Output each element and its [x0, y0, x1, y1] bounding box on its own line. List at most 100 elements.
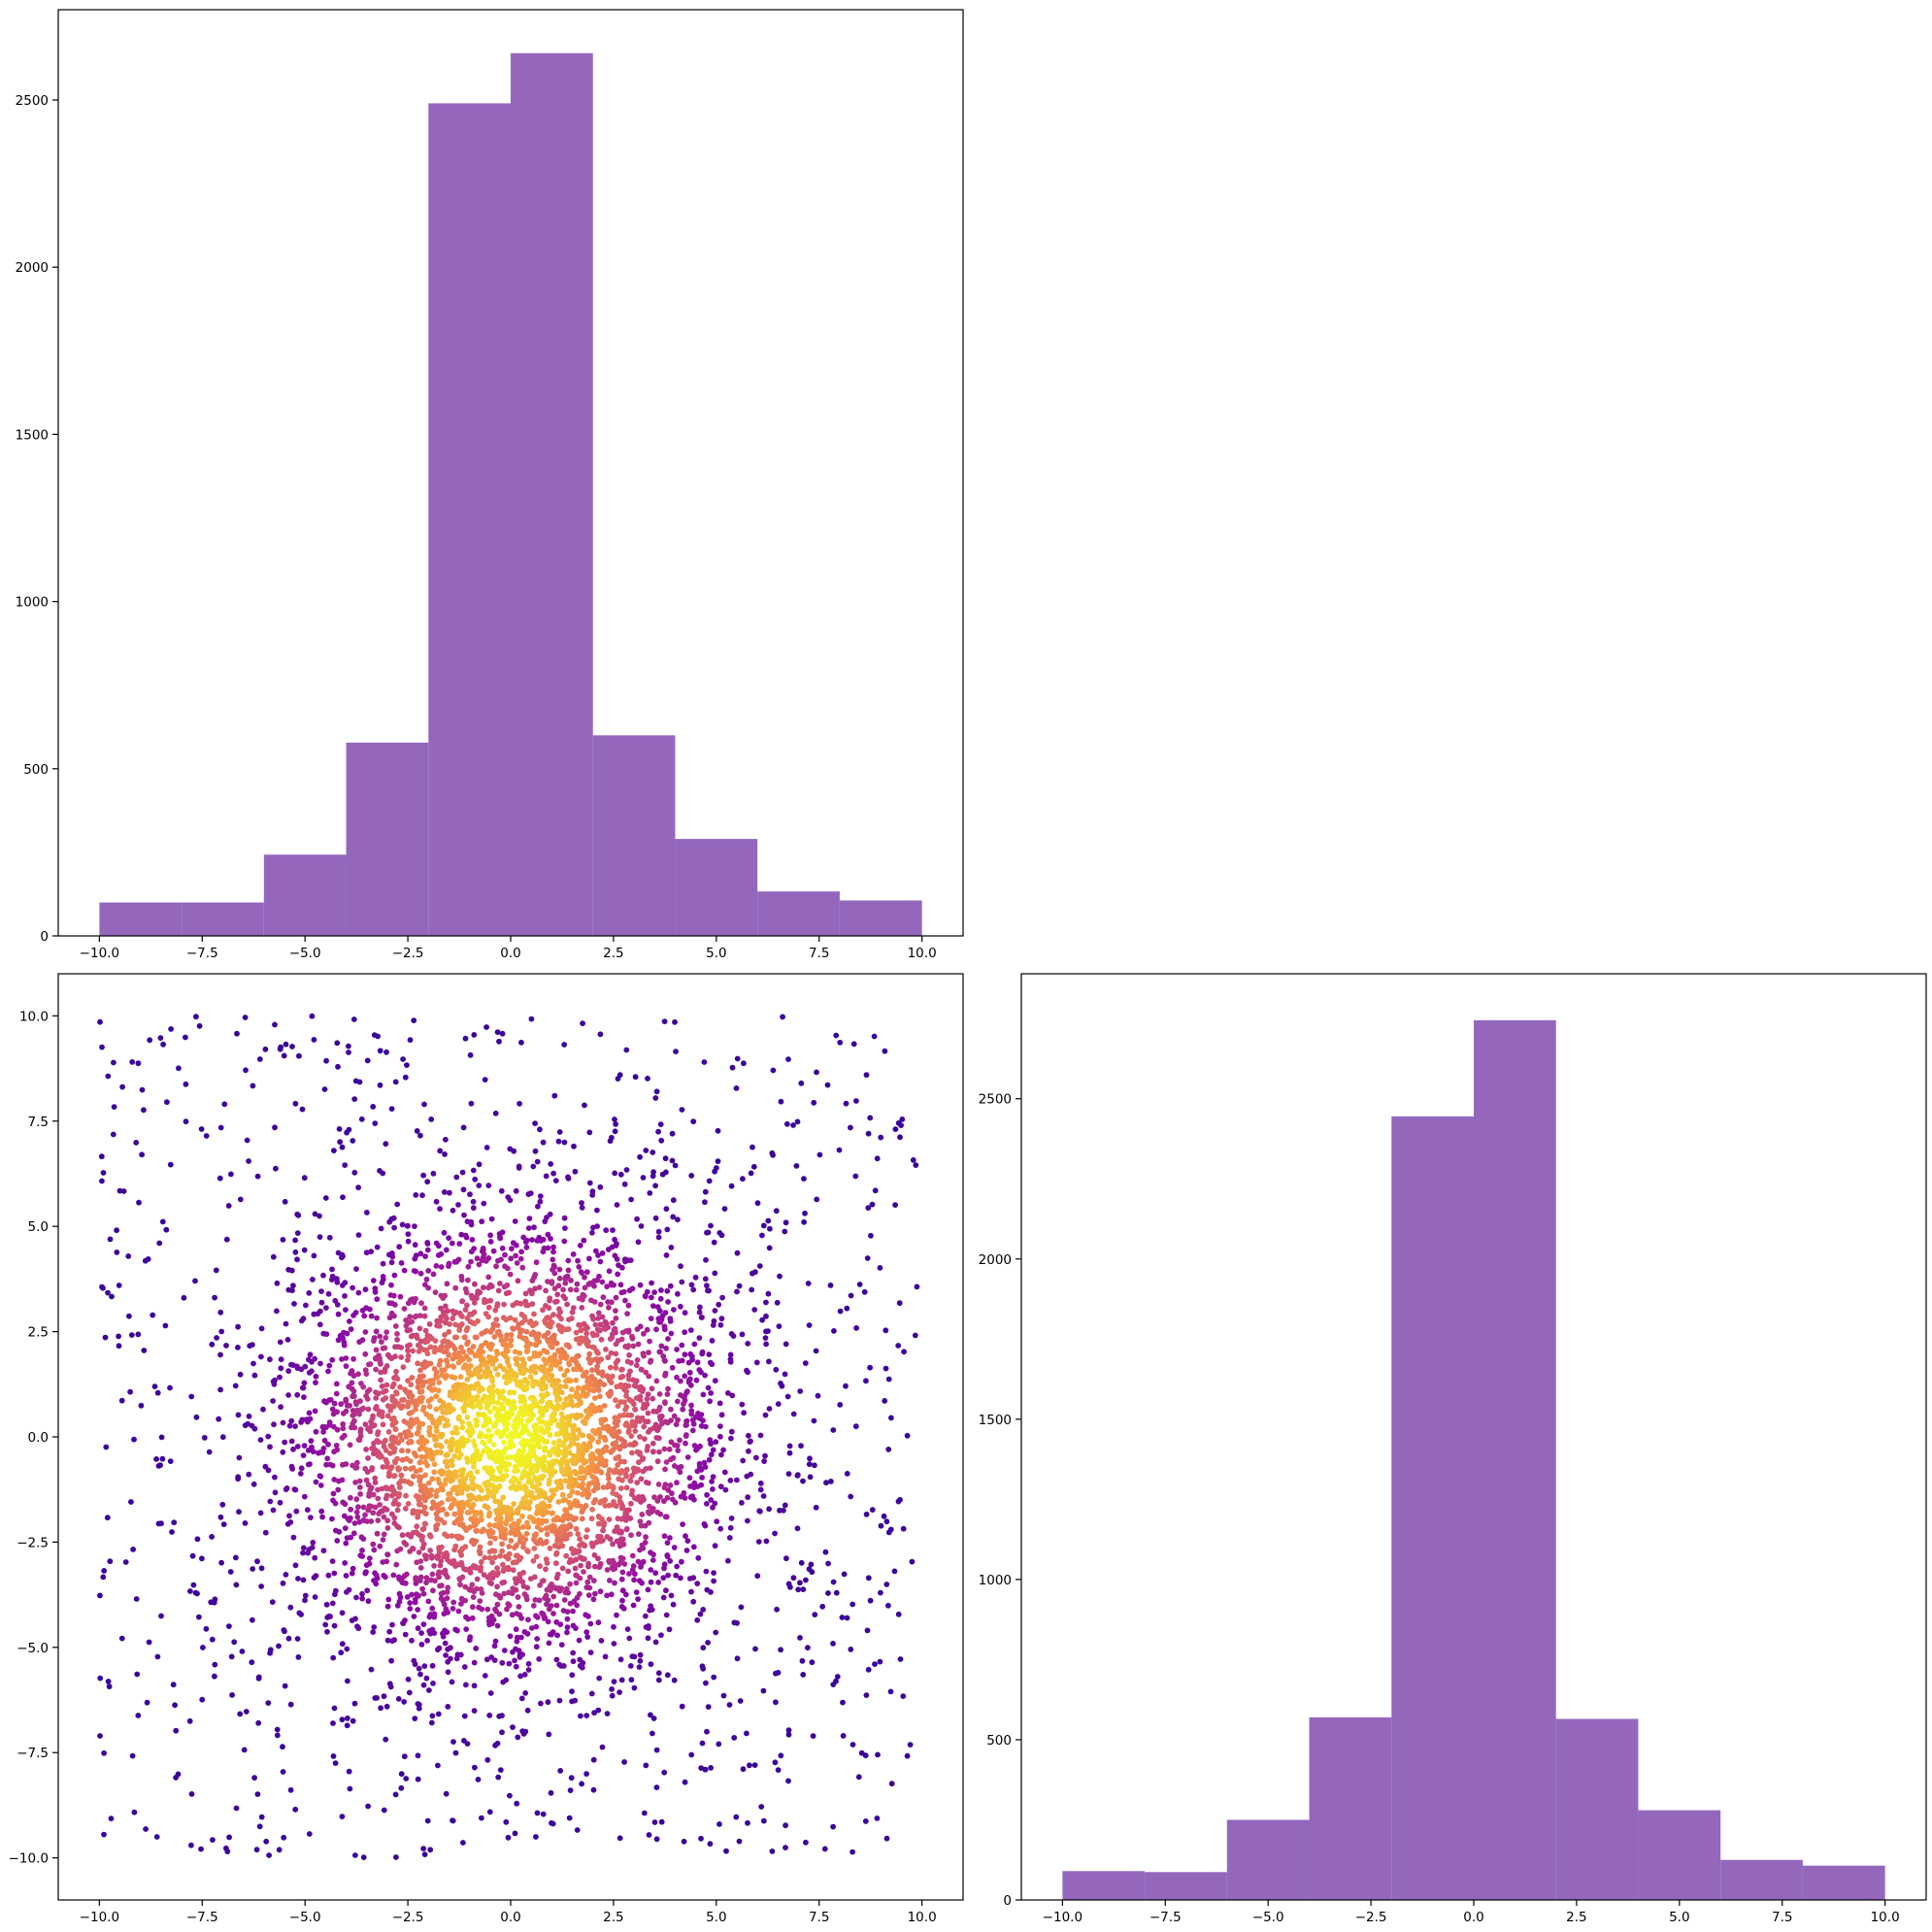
scatter-point [587, 1359, 593, 1366]
scatter-point [717, 1525, 724, 1532]
scatter-point [637, 1386, 644, 1393]
scatter-point [318, 1508, 325, 1515]
scatter-point [548, 1603, 554, 1609]
scatter-point [775, 1401, 782, 1407]
scatter-point [530, 1557, 537, 1564]
scatter-point [823, 1480, 829, 1486]
scatter-point [635, 1239, 642, 1246]
scatter-point [521, 1483, 528, 1489]
scatter-point [611, 1679, 617, 1684]
scatter-point [143, 1826, 150, 1832]
scatter-point [680, 1521, 685, 1527]
scatter-point [566, 1499, 573, 1506]
scatter-point [286, 1513, 292, 1519]
scatter-point [360, 1854, 367, 1860]
scatter-point [194, 1536, 201, 1543]
scatter-point [392, 1426, 399, 1433]
scatter-point [883, 1518, 890, 1525]
scatter-point [367, 1306, 373, 1313]
scatter-point [554, 1397, 560, 1403]
scatter-point [387, 1407, 394, 1414]
scatter-point [333, 1390, 340, 1397]
scatter-point [295, 1212, 302, 1218]
scatter-point [617, 1374, 624, 1381]
scatter-point [776, 1323, 783, 1329]
scatter-point [839, 1615, 846, 1620]
scatter-point [564, 1301, 570, 1308]
scatter-point [435, 1252, 442, 1258]
scatter-point [841, 1571, 848, 1578]
scatter-point [569, 1488, 576, 1495]
scatter-point [531, 1546, 538, 1551]
scatter-point [517, 1329, 523, 1336]
scatter-point [363, 1477, 370, 1483]
scatter-point [528, 1016, 535, 1022]
scatter-point [392, 1079, 399, 1085]
scatter-point [830, 1682, 837, 1687]
scatter-point [627, 1477, 634, 1483]
scatter-point [686, 1576, 693, 1582]
scatter-point [503, 1316, 510, 1323]
scatter-point [444, 1595, 450, 1602]
scatter-point [492, 1638, 499, 1645]
scatter-point [499, 1713, 505, 1718]
scatter-point [691, 1480, 698, 1486]
scatter-point [612, 1415, 618, 1421]
scatter-point [624, 1626, 631, 1632]
scatter-point [423, 1438, 430, 1445]
scatter-point [537, 1582, 543, 1588]
scatter-point [474, 1448, 480, 1453]
scatter-point [613, 1294, 619, 1301]
scatter-point [338, 1649, 345, 1656]
scatter-point [449, 1457, 455, 1464]
scatter-point [679, 1279, 685, 1285]
scatter-point [564, 1624, 571, 1631]
scatter-point [705, 1704, 712, 1710]
scatter-point [488, 1216, 495, 1222]
scatter-point [640, 1468, 647, 1475]
scatter-point [807, 1455, 813, 1462]
scatter-point [365, 1803, 371, 1810]
scatter-point [661, 1561, 668, 1568]
scatter-point [302, 1363, 309, 1370]
scatter-point [135, 1331, 142, 1338]
scatter-point [329, 1516, 335, 1522]
scatter-point [912, 1332, 918, 1339]
scatter-point [671, 1413, 678, 1419]
scatter-point [485, 1427, 491, 1434]
scatter-point [450, 1557, 457, 1564]
scatter-point [540, 1249, 547, 1255]
scatter-point [697, 1611, 704, 1617]
scatter-point [330, 1753, 337, 1759]
scatter-point [618, 1366, 624, 1373]
scatter-point [265, 1433, 272, 1440]
scatter-point [129, 1059, 136, 1065]
scatter-point [313, 1380, 318, 1385]
scatter-point [606, 1268, 613, 1275]
scatter-point [301, 1493, 308, 1500]
scatter-point [362, 1512, 368, 1518]
scatter-point [277, 1046, 283, 1052]
scatter-point [417, 1313, 423, 1318]
scatter-point [450, 1364, 457, 1370]
scatter-point [460, 1186, 467, 1193]
scatter-point [441, 1189, 448, 1195]
scatter-point [567, 1581, 573, 1587]
scatter-point [250, 1360, 256, 1367]
scatter-point [367, 1361, 374, 1367]
scatter-point [262, 1046, 269, 1052]
scatter-point [352, 1616, 358, 1622]
scatter-point [199, 1696, 206, 1703]
scatter-point [695, 1554, 702, 1561]
scatter-point [450, 1817, 455, 1823]
scatter-point [501, 1590, 508, 1597]
scatter-point [591, 1710, 597, 1716]
scatter-point [827, 1282, 834, 1288]
scatter-point [364, 1587, 371, 1594]
scatter-point [500, 1405, 507, 1412]
scatter-point [260, 1406, 266, 1413]
scatter-point [300, 1545, 307, 1551]
scatter-point [530, 1378, 537, 1384]
scatter-point [357, 1426, 364, 1433]
scatter-point [357, 1491, 363, 1497]
